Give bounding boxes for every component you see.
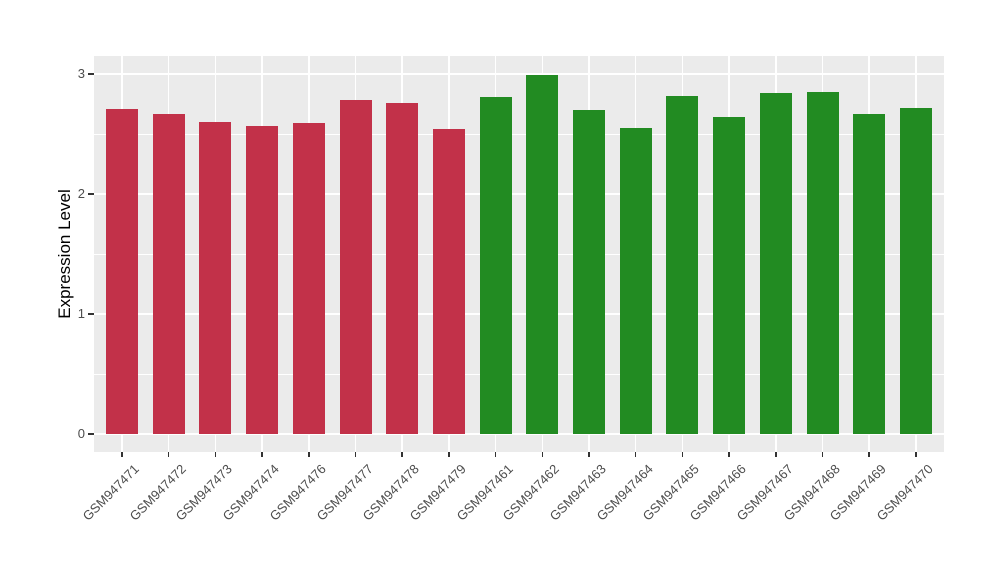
x-tick-mark (775, 452, 777, 457)
bar-GSM947461 (479, 96, 512, 434)
minor-gridline (94, 133, 944, 135)
bar-GSM947471 (106, 108, 138, 434)
bar-GSM947470 (899, 107, 932, 434)
x-tick-mark (121, 452, 123, 457)
bar-GSM947467 (759, 93, 792, 434)
bar-GSM947477 (339, 100, 372, 434)
major-gridline (94, 313, 944, 315)
bar-GSM947463 (573, 110, 605, 434)
y-tick-mark (88, 313, 94, 315)
y-tick-mark (88, 433, 94, 435)
x-tick-mark (915, 452, 917, 457)
x-tick-mark (868, 452, 870, 457)
x-tick-mark (401, 452, 403, 457)
major-gridline (94, 193, 944, 195)
plot-panel (94, 56, 944, 452)
y-tick-mark (88, 73, 94, 75)
bar-GSM947472 (152, 113, 185, 434)
bar-GSM947473 (199, 122, 232, 434)
x-tick-mark (308, 452, 310, 457)
bar-GSM947469 (853, 113, 886, 434)
major-gridline (94, 73, 944, 75)
bar-GSM947474 (246, 125, 279, 434)
y-tick-label: 0 (77, 426, 85, 441)
x-tick-mark (681, 452, 684, 457)
y-tick-label: 3 (77, 66, 85, 81)
minor-gridline (94, 373, 944, 375)
bar-GSM947465 (666, 95, 699, 434)
x-tick-mark (588, 452, 590, 457)
x-tick-mark (728, 452, 730, 457)
x-tick-mark (214, 452, 217, 457)
x-tick-mark (541, 452, 544, 457)
x-tick-mark (448, 452, 450, 457)
y-tick-mark (88, 193, 94, 195)
bar-GSM947479 (432, 129, 465, 434)
bar-GSM947462 (526, 75, 559, 434)
x-tick-mark (354, 452, 357, 457)
bar-GSM947464 (619, 128, 652, 434)
bar-GSM947466 (713, 117, 746, 434)
y-tick-label: 1 (77, 306, 85, 321)
bar-GSM947468 (806, 92, 839, 434)
x-tick-mark (167, 452, 170, 457)
x-tick-mark (261, 452, 263, 457)
y-axis-title: Expression Level (55, 189, 74, 319)
minor-gridline (94, 253, 944, 255)
bar-GSM947478 (386, 102, 419, 434)
major-gridline (94, 433, 944, 435)
x-tick-mark (494, 452, 497, 457)
x-tick-mark (634, 452, 637, 457)
x-tick-mark (821, 452, 824, 457)
y-tick-label: 2 (77, 186, 85, 201)
bar-GSM947476 (292, 123, 325, 434)
